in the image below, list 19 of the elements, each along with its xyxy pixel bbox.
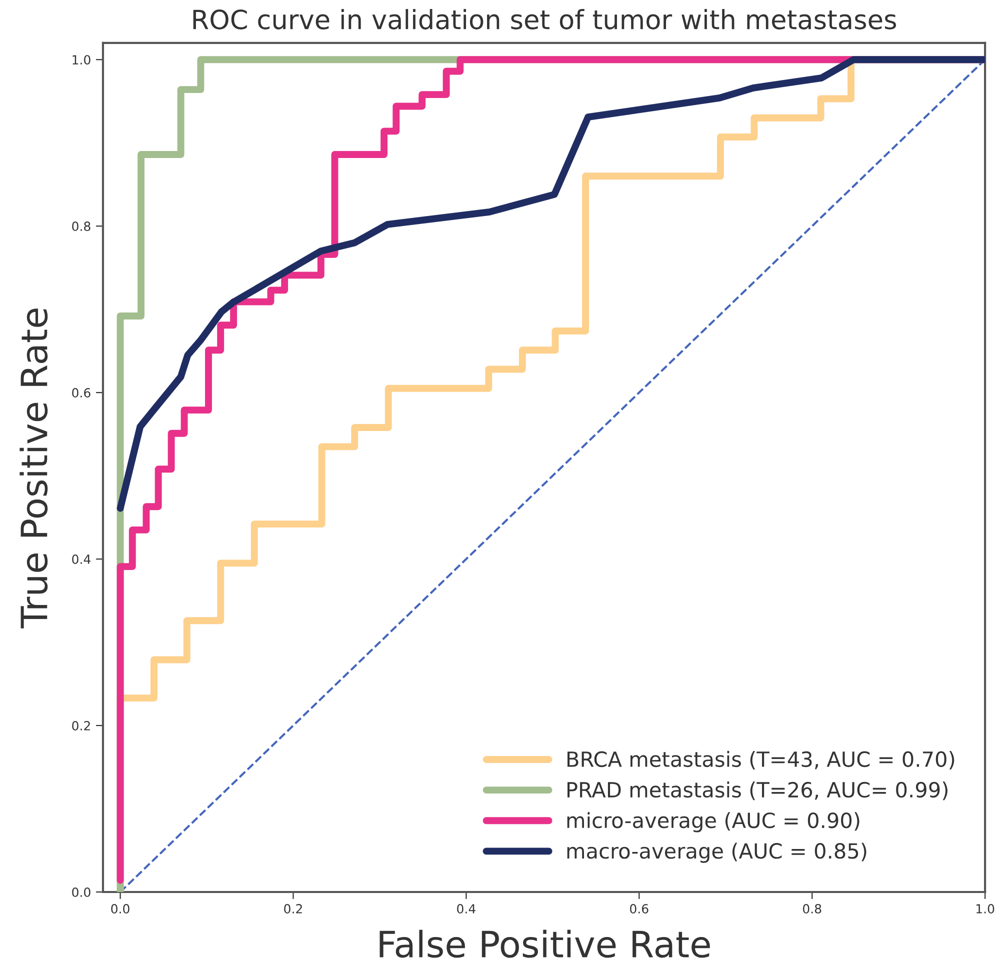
y-axis-title: True Positive Rate	[20, 308, 48, 628]
legend-label: PRAD metastasis (T=26, AUC= 0.99)	[568, 782, 948, 800]
legend-label: BRCA metastasis (T=43, AUC = 0.70)	[568, 750, 954, 770]
x-tick-label: 1.0	[976, 904, 994, 914]
y-tick-label: 0.8	[72, 222, 90, 232]
y-tick-label: 0.4	[72, 554, 90, 564]
x-tick-label: 0.6	[630, 904, 648, 914]
y-tick-label: 0.0	[72, 887, 90, 897]
legend-label: micro-average (AUC = 0.90)	[567, 812, 860, 832]
x-tick-label: 0.4	[457, 904, 476, 914]
y-tick-label: 0.2	[72, 720, 90, 730]
x-axis-title: False Positive Rate	[380, 930, 710, 958]
y-tick-label: 1.0	[72, 55, 90, 65]
x-tick-label: 0.2	[284, 904, 302, 914]
x-tick-label: 0.8	[802, 904, 822, 914]
y-tick-label: 0.6	[72, 388, 90, 398]
x-tick-label: 0.0	[111, 904, 130, 914]
chart-title: ROC curve in validation set of tumor with metastases	[193, 9, 896, 30]
legend-label: macro-average (AUC = 0.85)	[567, 842, 866, 863]
